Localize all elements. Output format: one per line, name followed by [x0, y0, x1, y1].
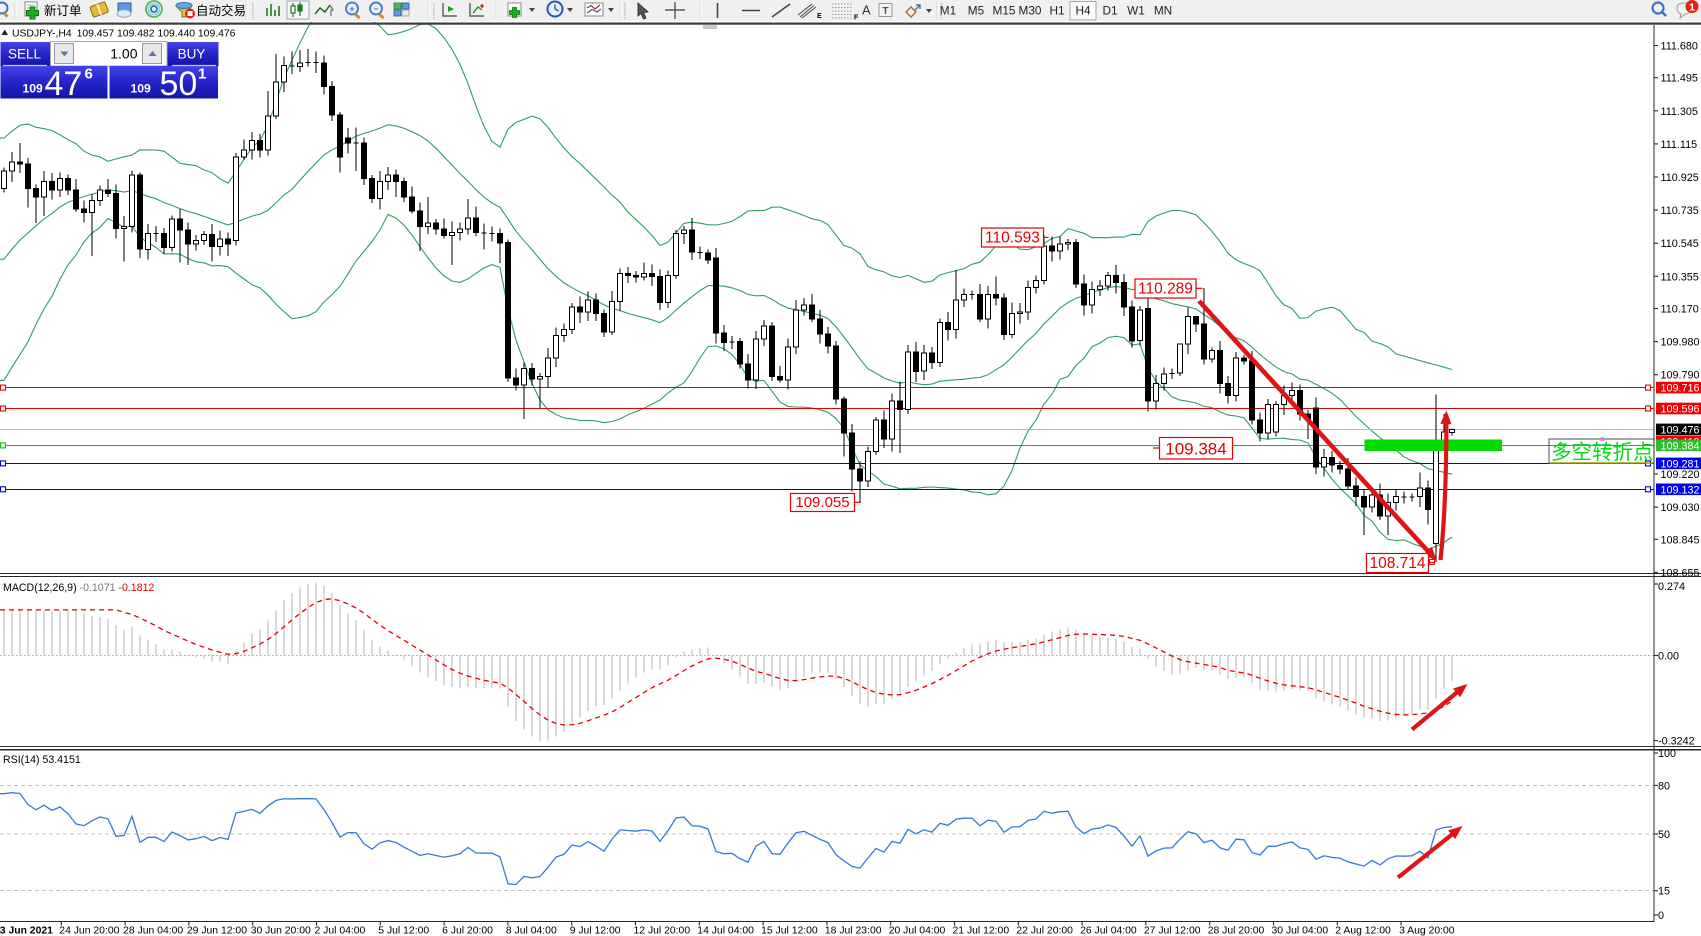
svg-text:22 Jul 20:00: 22 Jul 20:00	[1016, 926, 1073, 936]
svg-text:109.055: 109.055	[795, 494, 849, 511]
svg-text:E: E	[817, 13, 822, 20]
svg-text:BUY: BUY	[178, 47, 206, 62]
svg-text:2 Aug 12:00: 2 Aug 12:00	[1335, 926, 1391, 936]
svg-text:1: 1	[1689, 2, 1695, 14]
svg-text:108.655: 108.655	[1661, 567, 1700, 579]
svg-text:0.00: 0.00	[1658, 651, 1679, 663]
svg-text:MN: MN	[1154, 4, 1172, 18]
svg-text:USDJPY-,H4 109.457 109.482 10: USDJPY-,H4 109.457 109.482 109.440 109.4…	[12, 29, 236, 40]
svg-text:W1: W1	[1127, 4, 1145, 18]
svg-text:D1: D1	[1102, 4, 1117, 18]
svg-text:111.115: 111.115	[1661, 139, 1698, 151]
svg-text:F: F	[854, 15, 859, 22]
svg-text:18 Jul 23:00: 18 Jul 23:00	[825, 926, 882, 936]
svg-text:27 Jul 12:00: 27 Jul 12:00	[1144, 926, 1201, 936]
svg-text:2 Jul 04:00: 2 Jul 04:00	[315, 926, 366, 936]
svg-text:20 Jul 04:00: 20 Jul 04:00	[889, 926, 946, 936]
svg-text:1.00: 1.00	[110, 46, 137, 62]
svg-text:111.305: 111.305	[1661, 106, 1698, 118]
svg-text:110.545: 110.545	[1661, 238, 1699, 250]
svg-text:109.980: 109.980	[1661, 337, 1700, 349]
svg-text:109.220: 109.220	[1661, 469, 1700, 481]
svg-text:24 Jun 20:00: 24 Jun 20:00	[59, 926, 119, 936]
svg-text:109.384: 109.384	[1165, 440, 1226, 459]
svg-text:110.593: 110.593	[985, 230, 1040, 247]
svg-text:108.845: 108.845	[1661, 534, 1700, 546]
svg-text:M15: M15	[993, 4, 1016, 18]
svg-text:109.790: 109.790	[1661, 370, 1700, 382]
svg-text:110.735: 110.735	[1661, 205, 1699, 217]
svg-text:15: 15	[1658, 886, 1670, 898]
svg-text:21 Jul 12:00: 21 Jul 12:00	[953, 926, 1010, 936]
svg-text:109.132: 109.132	[1661, 484, 1700, 496]
svg-text:9 Jul 12:00: 9 Jul 12:00	[570, 926, 621, 936]
svg-text:110.289: 110.289	[1138, 281, 1193, 298]
svg-text:新订单: 新订单	[44, 3, 82, 18]
svg-text:29 Jun 12:00: 29 Jun 12:00	[187, 926, 247, 936]
svg-text:M1: M1	[940, 4, 956, 18]
svg-text:自动交易: 自动交易	[196, 3, 246, 18]
svg-text:109.030: 109.030	[1661, 502, 1700, 514]
svg-text:80: 80	[1658, 780, 1670, 792]
svg-text:111.680: 111.680	[1661, 41, 1698, 53]
svg-text:28 Jul 20:00: 28 Jul 20:00	[1208, 926, 1265, 936]
svg-text:15 Jul 12:00: 15 Jul 12:00	[761, 926, 818, 936]
svg-text:6: 6	[85, 66, 93, 83]
svg-text:MACD(12,26,9) -0.1071 -0.1812: MACD(12,26,9) -0.1071 -0.1812	[3, 582, 154, 594]
svg-text:30 Jul 04:00: 30 Jul 04:00	[1272, 926, 1329, 936]
svg-text:8 Jul 04:00: 8 Jul 04:00	[506, 926, 557, 936]
svg-text:+: +	[349, 4, 354, 14]
svg-text:SELL: SELL	[8, 47, 42, 62]
svg-text:M5: M5	[968, 4, 985, 18]
svg-text:110.355: 110.355	[1661, 271, 1699, 283]
svg-text:100: 100	[1658, 748, 1676, 760]
svg-text:109: 109	[131, 82, 152, 96]
svg-text:A: A	[862, 3, 871, 18]
svg-text:0.274: 0.274	[1658, 581, 1685, 593]
svg-text:H4: H4	[1075, 4, 1091, 18]
svg-text:109: 109	[23, 82, 44, 96]
svg-text:30 Jun 20:00: 30 Jun 20:00	[251, 926, 311, 936]
svg-text:−: −	[373, 4, 378, 14]
svg-text:109.596: 109.596	[1661, 404, 1700, 416]
svg-text:50: 50	[160, 65, 198, 103]
svg-text:110.925: 110.925	[1661, 172, 1699, 184]
svg-text:50: 50	[1658, 829, 1670, 841]
svg-text:109.384: 109.384	[1661, 440, 1700, 452]
svg-text:110.170: 110.170	[1661, 304, 1699, 316]
svg-text:T: T	[882, 5, 889, 17]
svg-text:3 Aug 20:00: 3 Aug 20:00	[1399, 926, 1455, 936]
svg-text:1: 1	[198, 66, 206, 83]
svg-text:0: 0	[1658, 910, 1664, 922]
svg-text:12 Jul 20:00: 12 Jul 20:00	[634, 926, 691, 936]
svg-text:H1: H1	[1049, 4, 1064, 18]
svg-text:14 Jul 04:00: 14 Jul 04:00	[697, 926, 754, 936]
svg-text:111.495: 111.495	[1661, 73, 1698, 85]
svg-text:47: 47	[45, 65, 83, 103]
svg-text:109.716: 109.716	[1661, 383, 1700, 395]
svg-text:109.476: 109.476	[1661, 424, 1700, 436]
svg-text:-0.3242: -0.3242	[1658, 736, 1695, 748]
svg-text:23 Jun 2021: 23 Jun 2021	[0, 926, 53, 936]
svg-text:M30: M30	[1019, 4, 1042, 18]
svg-text:26 Jul 04:00: 26 Jul 04:00	[1080, 926, 1137, 936]
svg-text:多空转折点: 多空转折点	[1551, 441, 1654, 464]
svg-text:RSI(14) 53.4151: RSI(14) 53.4151	[3, 754, 81, 766]
svg-text:28 Jun 04:00: 28 Jun 04:00	[123, 926, 183, 936]
svg-text:108.714: 108.714	[1369, 555, 1425, 572]
svg-text:5 Jul 12:00: 5 Jul 12:00	[378, 926, 429, 936]
svg-text:109.281: 109.281	[1661, 458, 1700, 470]
svg-text:6 Jul 20:00: 6 Jul 20:00	[442, 926, 493, 936]
